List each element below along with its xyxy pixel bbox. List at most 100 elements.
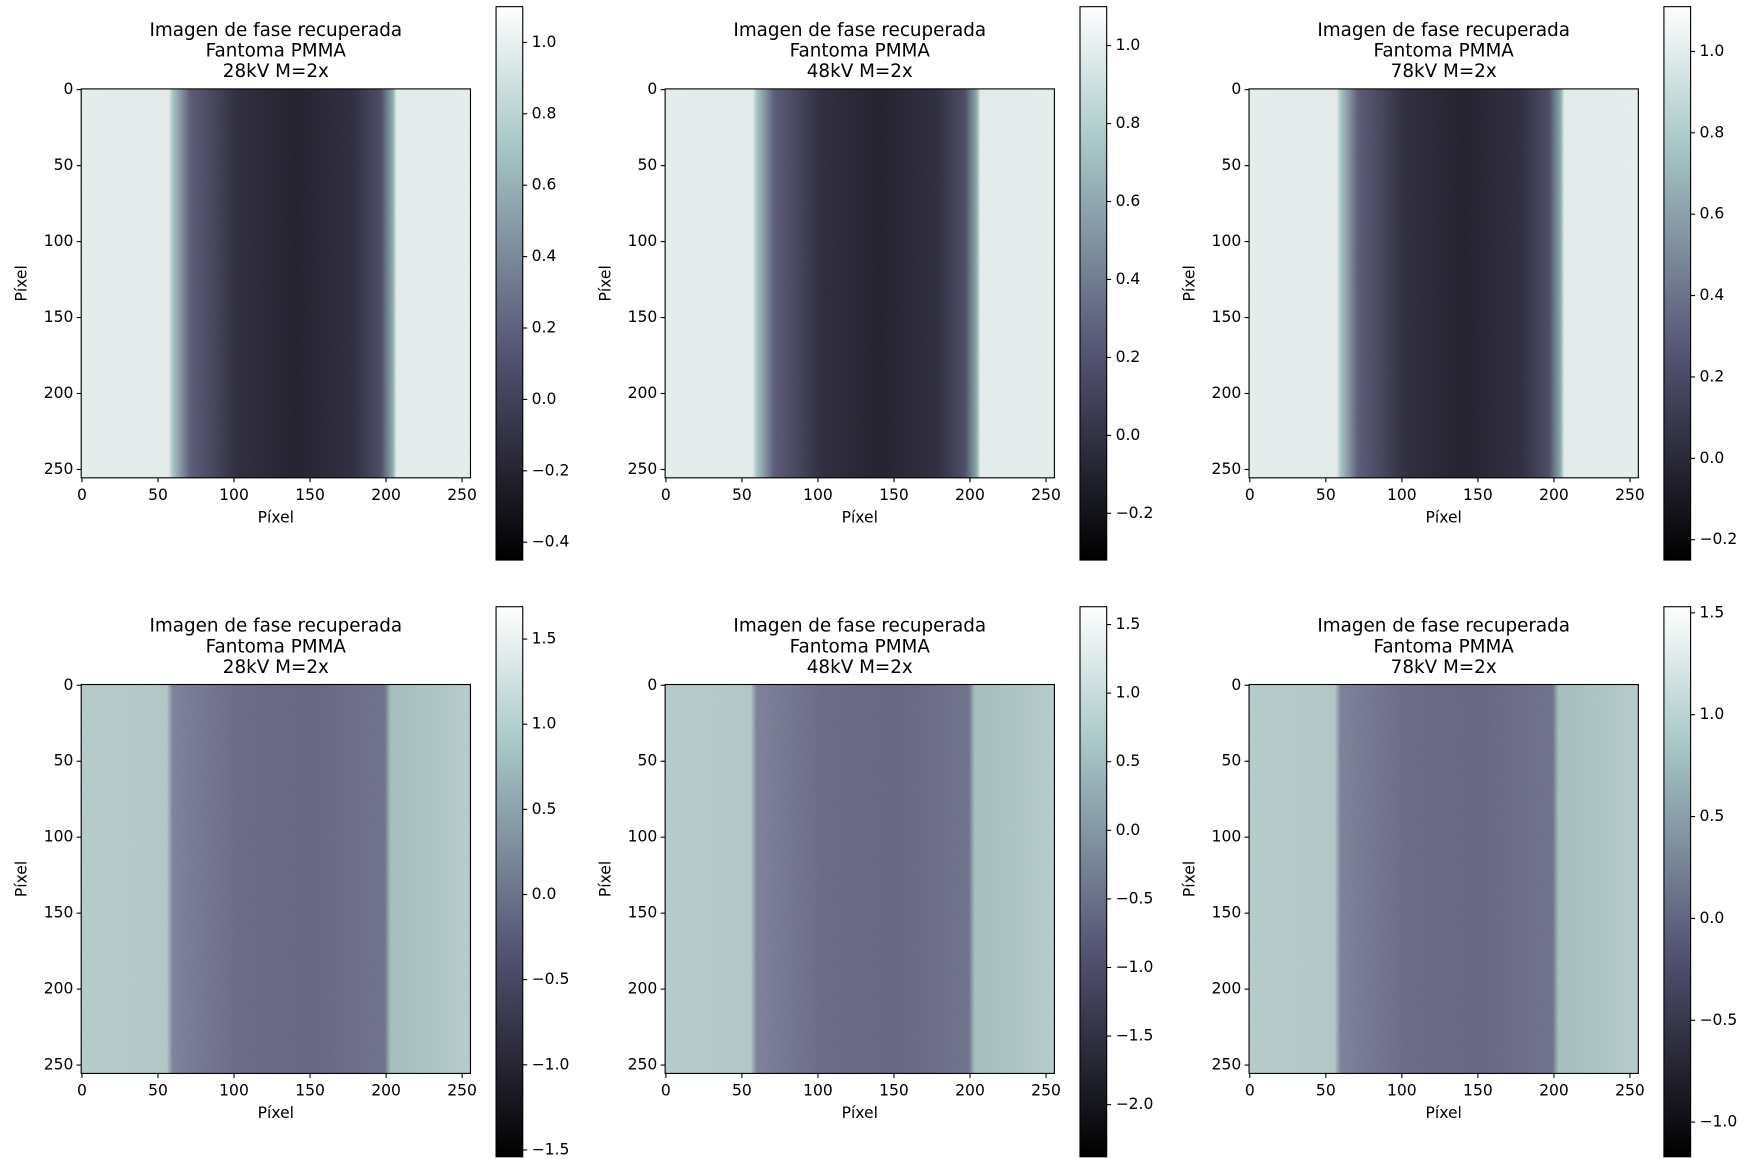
y-tick-label: 150: [1212, 904, 1242, 922]
chart-title: Imagen de fase recuperada: [733, 616, 986, 637]
x-tick-label: 200: [1539, 486, 1569, 504]
y-tick-label: 100: [44, 232, 74, 250]
y-tick-label: 200: [1212, 980, 1242, 998]
x-axis-label: Píxel: [1426, 508, 1462, 526]
x-tick-label: 100: [803, 1082, 833, 1100]
colorbar-tick-label: 0.4: [1700, 286, 1725, 304]
image-noise: [665, 684, 1055, 1074]
y-tick-label: 150: [1212, 308, 1242, 326]
colorbar-tick-label: 0.6: [532, 176, 557, 194]
y-tick-label: 150: [628, 308, 658, 326]
x-tick-label: 200: [371, 1082, 401, 1100]
colorbar: [1079, 6, 1108, 561]
colorbar-tick-label: 1.0: [1700, 705, 1725, 723]
colorbar: [1663, 6, 1692, 561]
colorbar-tick-label: 0.0: [532, 885, 557, 903]
colorbar-tick-label: 1.0: [532, 33, 557, 51]
y-tick-label: 100: [628, 828, 658, 846]
x-tick-label: 50: [148, 1082, 168, 1100]
x-tick-label: 200: [1539, 1082, 1569, 1100]
y-tick-label: 0: [1231, 676, 1241, 694]
chart-title: Fantoma PMMA: [206, 636, 347, 657]
y-axis-label: Píxel: [13, 265, 31, 301]
y-tick-label: 0: [647, 676, 657, 694]
colorbar-tick-label: 1.0: [1700, 42, 1725, 60]
x-tick-label: 250: [447, 486, 477, 504]
x-tick-label: 200: [955, 486, 985, 504]
y-tick-label: 250: [1212, 1056, 1242, 1074]
y-tick-label: 0: [63, 80, 73, 98]
x-axis-label: Píxel: [258, 1104, 294, 1122]
y-tick-label: 50: [638, 752, 658, 770]
colorbar-tick-label: 0.0: [1700, 909, 1725, 927]
y-tick-label: 50: [1221, 752, 1241, 770]
y-tick-label: 50: [1221, 156, 1241, 174]
y-tick-label: 200: [44, 980, 74, 998]
colorbar: [495, 606, 524, 1158]
colorbar-tick-label: −0.4: [532, 533, 570, 551]
chart-title: Imagen de fase recuperada: [1317, 20, 1570, 41]
colorbar-tick-label: −1.5: [532, 1140, 570, 1158]
chart-title: Imagen de fase recuperada: [733, 20, 986, 41]
x-tick-label: 250: [1031, 1082, 1061, 1100]
colorbar: [1663, 606, 1692, 1158]
chart-title: Imagen de fase recuperada: [1317, 616, 1570, 637]
y-tick-label: 100: [1212, 828, 1242, 846]
colorbar-tick-label: 0.6: [1116, 192, 1141, 210]
x-tick-label: 150: [295, 486, 325, 504]
colorbar-tick-label: −1.0: [1700, 1113, 1738, 1131]
colorbar-tick-label: 0.0: [1116, 821, 1141, 839]
colorbar: [1079, 606, 1108, 1158]
axes-frame: [1248, 683, 1639, 1074]
y-axis-label: Píxel: [597, 861, 615, 897]
x-tick-label: 100: [803, 486, 833, 504]
y-tick-label: 250: [44, 1056, 74, 1074]
colorbar-tick-label: 0.0: [532, 390, 557, 408]
colorbar-tick-label: −2.0: [1116, 1095, 1154, 1113]
x-tick-label: 0: [661, 486, 671, 504]
y-tick-label: 0: [1231, 80, 1241, 98]
y-tick-label: 50: [54, 156, 74, 174]
x-tick-label: 50: [732, 1082, 752, 1100]
y-tick-label: 200: [628, 384, 658, 402]
chart-title: 28kV M=2x: [223, 61, 329, 82]
colorbar-tick-label: 1.0: [1116, 684, 1141, 702]
y-tick-label: 200: [44, 384, 74, 402]
x-tick-label: 50: [1316, 486, 1336, 504]
axes-frame: [1248, 88, 1639, 479]
y-axis-label: Píxel: [13, 861, 31, 897]
x-tick-label: 200: [371, 486, 401, 504]
y-axis-label: Píxel: [1181, 265, 1199, 301]
x-tick-label: 0: [661, 1082, 671, 1100]
colorbar-tick-label: 0.4: [1116, 270, 1141, 288]
axes-frame: [664, 683, 1055, 1074]
chart-title: Fantoma PMMA: [790, 636, 931, 657]
x-tick-label: 100: [1387, 486, 1417, 504]
colorbar-tick-label: −1.0: [532, 1055, 570, 1073]
y-tick-label: 100: [628, 232, 658, 250]
colorbar-tick-label: −0.2: [1116, 504, 1154, 522]
colorbar-tick-label: 0.5: [1116, 752, 1141, 770]
y-axis-label: Píxel: [597, 265, 615, 301]
chart-title: 48kV M=2x: [807, 61, 913, 82]
y-tick-label: 250: [1212, 460, 1242, 478]
x-axis-label: Píxel: [1426, 1104, 1462, 1122]
colorbar-tick-label: 0.2: [1116, 348, 1141, 366]
y-tick-label: 0: [63, 676, 73, 694]
colorbar-tick-label: −1.0: [1116, 958, 1154, 976]
axes-frame: [80, 683, 472, 1074]
x-tick-label: 0: [77, 486, 87, 504]
image-noise: [81, 684, 471, 1074]
colorbar-tick-label: 1.5: [1700, 603, 1725, 621]
y-tick-label: 150: [44, 904, 74, 922]
x-tick-label: 150: [879, 486, 909, 504]
x-tick-label: 50: [1316, 1082, 1336, 1100]
colorbar-tick-label: 1.0: [532, 715, 557, 733]
y-tick-label: 250: [628, 460, 658, 478]
colorbar-tick-label: 1.0: [1116, 36, 1141, 54]
chart-title: Fantoma PMMA: [1374, 41, 1515, 62]
x-tick-label: 100: [1387, 1082, 1417, 1100]
colorbar-tick-label: 1.5: [532, 630, 557, 648]
x-tick-label: 150: [879, 1082, 909, 1100]
